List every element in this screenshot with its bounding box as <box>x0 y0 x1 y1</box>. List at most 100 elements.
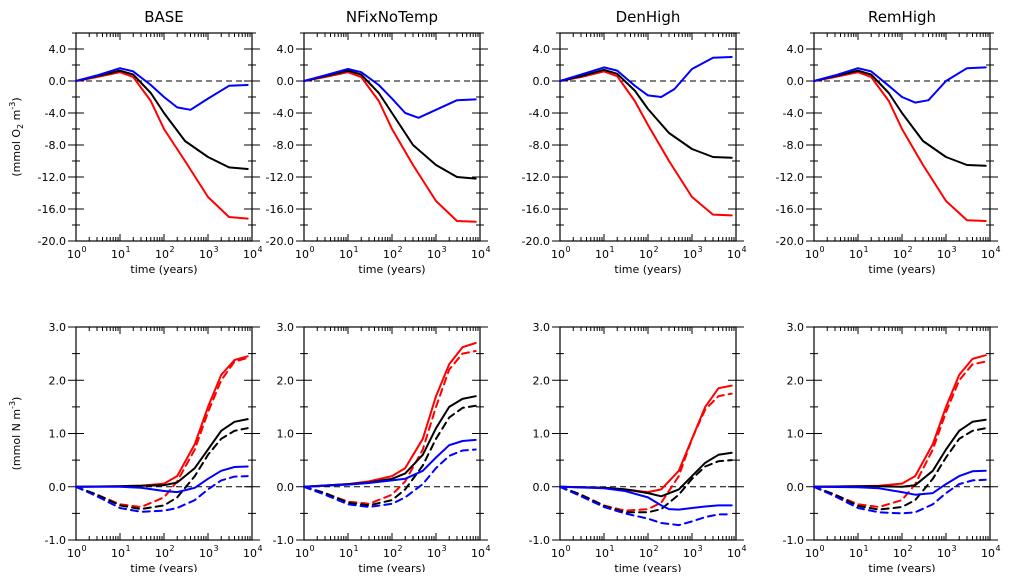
x-tick-label: 10 <box>339 248 353 261</box>
x-tick-exponent: 1 <box>125 245 130 254</box>
x-tick-label: 10 <box>683 248 697 261</box>
x-ticks <box>813 33 991 241</box>
x-tick-label: 10 <box>471 547 485 560</box>
x-tick-label: 10 <box>639 547 653 560</box>
x-axis-label: time (years) <box>868 562 935 572</box>
x-tick-exponent: 4 <box>485 544 490 553</box>
series-black-solid <box>303 69 477 180</box>
x-tick-exponent: 3 <box>951 245 956 254</box>
x-tick-exponent: 4 <box>741 245 746 254</box>
x-axis-label: time (years) <box>614 263 681 276</box>
plot-frame <box>75 32 253 242</box>
x-tick-label: 10 <box>155 248 169 261</box>
y-tick-label: -1.0 <box>45 534 66 547</box>
y-tick-label: -12.0 <box>38 171 66 184</box>
panel-denhigh-oxygen: 10 0 10 1 10 2 10 3 10 44.00.0-4.0-8.0-12.0-16.0-… <box>522 32 747 276</box>
x-tick-exponent: 4 <box>741 544 746 553</box>
x-axis-label: time (years) <box>130 562 197 572</box>
series-red-solid <box>303 342 477 488</box>
x-tick-exponent: 0 <box>819 544 824 553</box>
y-tick-label: -20.0 <box>38 235 66 248</box>
y-tick-label: 0.0 <box>787 481 805 494</box>
panel-nfixnotemp-oxygen: 10 0 10 1 10 2 10 3 10 44.00.0-4.0-8.0-12.0-16.0-… <box>266 32 491 276</box>
series-red-solid <box>75 355 249 488</box>
y-tick-label: -16.0 <box>38 203 66 216</box>
x-tick-exponent: 3 <box>697 245 702 254</box>
x-tick-label: 10 <box>339 547 353 560</box>
y-ticks <box>552 32 744 242</box>
x-tick-exponent: 4 <box>257 245 262 254</box>
x-tick-label: 10 <box>199 547 213 560</box>
y-tick-label: 4.0 <box>787 43 805 56</box>
x-tick-exponent: 0 <box>309 245 314 254</box>
y-tick-label: 3.0 <box>787 321 805 334</box>
x-axis-label: time (years) <box>358 562 425 572</box>
y-tick-label: 1.0 <box>533 428 551 441</box>
x-tick-exponent: 1 <box>353 245 358 254</box>
x-tick-label: 10 <box>111 547 125 560</box>
y-tick-label: 1.0 <box>787 428 805 441</box>
x-tick-label: 10 <box>849 547 863 560</box>
x-tick-exponent: 4 <box>485 245 490 254</box>
y-tick-label: 0.0 <box>277 481 295 494</box>
x-tick-exponent: 3 <box>441 544 446 553</box>
x-tick-label: 10 <box>295 547 309 560</box>
y-tick-label: 1.0 <box>49 428 67 441</box>
y-ticks <box>296 32 488 242</box>
y-axis-label: (mmol N m-3) <box>8 397 23 471</box>
x-tick-label: 10 <box>727 547 741 560</box>
series-black-dashed <box>813 427 987 511</box>
y-tick-label: -16.0 <box>522 203 550 216</box>
y-axis-label: (mmol O2 m-3) <box>8 97 25 176</box>
x-ticks <box>559 327 737 540</box>
series-black-dashed <box>303 404 477 507</box>
x-tick-exponent: 2 <box>653 245 658 254</box>
x-tick-label: 10 <box>243 248 257 261</box>
series-black-solid <box>559 451 733 498</box>
y-tick-label: -20.0 <box>522 235 550 248</box>
plot-frame <box>75 326 253 541</box>
x-tick-exponent: 2 <box>653 544 658 553</box>
x-tick-label: 10 <box>67 547 81 560</box>
series-blue-solid <box>75 67 249 111</box>
series-blue-solid <box>303 68 477 119</box>
series-blue-solid <box>303 438 477 488</box>
y-tick-label: 4.0 <box>277 43 295 56</box>
x-tick-exponent: 0 <box>81 245 86 254</box>
x-tick-exponent: 0 <box>565 245 570 254</box>
y-tick-label: 0.0 <box>787 75 805 88</box>
y-tick-label: -1.0 <box>273 534 294 547</box>
series-blue-dashed <box>813 478 987 515</box>
x-tick-label: 10 <box>683 547 697 560</box>
series-black-solid <box>303 395 477 488</box>
x-tick-exponent: 4 <box>995 544 1000 553</box>
y-tick-label: 4.0 <box>49 43 67 56</box>
x-tick-exponent: 2 <box>907 245 912 254</box>
x-tick-label: 10 <box>551 547 565 560</box>
x-tick-exponent: 0 <box>819 245 824 254</box>
x-tick-exponent: 2 <box>169 245 174 254</box>
plot-frame <box>559 326 737 541</box>
x-tick-label: 10 <box>893 547 907 560</box>
y-tick-label: 2.0 <box>533 374 551 387</box>
series-red-solid <box>559 384 733 494</box>
x-ticks <box>813 327 991 540</box>
x-axis-label: time (years) <box>868 263 935 276</box>
column-title-remhigh: RemHigh <box>868 8 936 26</box>
y-tick-label: -8.0 <box>529 139 550 152</box>
x-ticks <box>559 33 737 241</box>
x-tick-label: 10 <box>805 248 819 261</box>
x-tick-exponent: 0 <box>565 544 570 553</box>
y-tick-label: -16.0 <box>776 203 804 216</box>
column-title-base: BASE <box>144 8 184 26</box>
series-black-solid <box>75 418 249 488</box>
series-red-solid <box>813 354 987 488</box>
x-tick-exponent: 2 <box>169 544 174 553</box>
x-ticks <box>303 327 481 540</box>
x-tick-label: 10 <box>981 547 995 560</box>
x-tick-label: 10 <box>383 547 397 560</box>
